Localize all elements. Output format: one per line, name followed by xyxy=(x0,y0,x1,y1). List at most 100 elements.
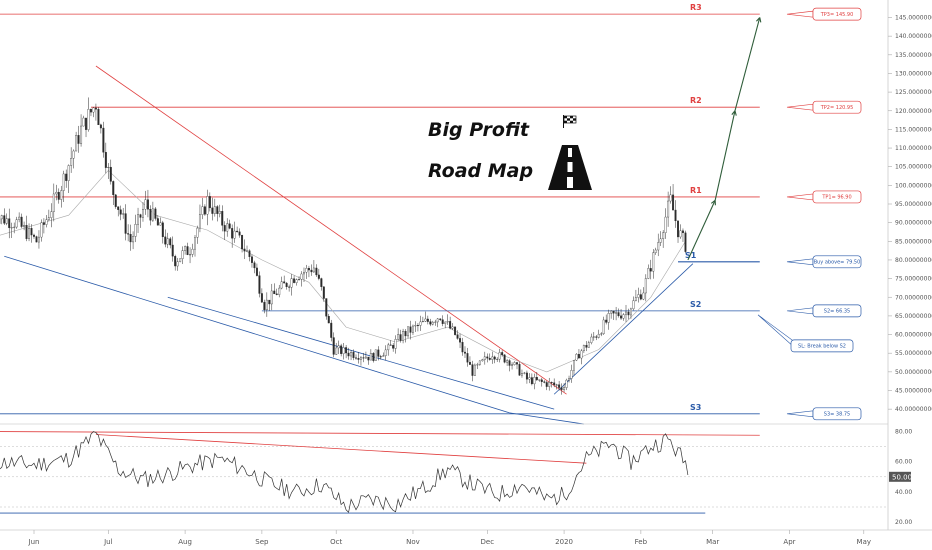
candle-up xyxy=(407,326,410,337)
callout-box-r1 xyxy=(812,190,862,204)
candle-down xyxy=(104,152,107,168)
support-resistance-levels[interactable]: R3 R2 R1 S1 S2 S3 xyxy=(0,3,760,415)
rsi-resistance-trendline xyxy=(95,434,587,464)
candle-down xyxy=(352,352,355,358)
candle-up xyxy=(511,364,514,366)
candle-down xyxy=(236,230,239,233)
candle-down xyxy=(288,286,291,288)
candle-up xyxy=(369,353,372,361)
candle-up xyxy=(573,360,575,371)
candle-down xyxy=(503,354,506,363)
price-pane[interactable]: R3 R2 R1 S1 S2 S3 TP3= 145.90 TP2= 120.95 TP1= … xyxy=(0,3,862,425)
candle-down xyxy=(35,236,38,243)
rsi-current-badge xyxy=(889,471,911,482)
time-axis[interactable]: Jun Jul Aug Sep Oct Nov Dec 2020 Feb Mar Apr May xyxy=(28,530,872,546)
candle-up xyxy=(412,325,414,333)
candle-down xyxy=(94,107,97,110)
time-tick-label: Jul xyxy=(103,538,113,546)
candle-down xyxy=(65,173,68,181)
price-tick-label: 140.00000000 xyxy=(895,33,932,40)
candle-up xyxy=(436,318,439,323)
candle-down xyxy=(595,336,598,338)
candle-up xyxy=(67,165,70,181)
price-tick-label: 145.00000000 xyxy=(895,15,932,22)
candle-up xyxy=(568,378,571,381)
candle-up xyxy=(506,360,509,363)
candle-down xyxy=(553,382,556,386)
candle-up xyxy=(382,355,385,357)
candle-down xyxy=(620,315,623,319)
candle-down xyxy=(20,216,23,227)
candle-down xyxy=(577,353,580,359)
candle-down xyxy=(109,166,112,182)
candle-down xyxy=(466,353,469,363)
candle-down xyxy=(347,352,350,357)
projection-segment xyxy=(714,110,736,201)
candle-up xyxy=(387,344,390,351)
candle-down xyxy=(516,362,518,365)
candle-up xyxy=(166,238,169,245)
candle-down xyxy=(174,256,177,267)
candle-up xyxy=(632,300,635,310)
rsi-pane[interactable] xyxy=(0,431,888,514)
price-tick-label: 75.00000000 xyxy=(895,276,932,283)
price-tick-label: 95.00000000 xyxy=(895,201,932,208)
candle-up xyxy=(278,287,281,295)
candle-down xyxy=(89,109,92,113)
candle-down xyxy=(146,199,149,210)
candle-down xyxy=(493,356,496,360)
candle-up xyxy=(421,321,424,323)
candle-down xyxy=(684,232,687,252)
rsi-axis[interactable]: 80.00 60.00 50.00 40.00 20.00 xyxy=(889,429,912,527)
candle-up xyxy=(359,357,362,360)
candle-down xyxy=(322,286,325,299)
trendlines[interactable] xyxy=(4,65,694,425)
candle-up xyxy=(233,230,236,239)
candle-down xyxy=(530,377,533,385)
headline-line-1: Big Profit xyxy=(428,119,530,141)
candle-up xyxy=(523,372,526,374)
candle-down xyxy=(129,234,132,243)
candle-up xyxy=(265,299,268,311)
candle-up xyxy=(444,321,447,324)
candle-down xyxy=(25,225,28,239)
price-tick-label: 85.00000000 xyxy=(895,238,932,245)
candle-down xyxy=(459,338,462,343)
candle-up xyxy=(303,272,305,275)
candle-up xyxy=(87,109,90,130)
candle-up xyxy=(295,279,298,283)
candle-down xyxy=(429,321,432,325)
candle-down xyxy=(627,311,630,316)
callout-box-s1 xyxy=(812,255,862,269)
candle-down xyxy=(307,268,310,271)
candle-up xyxy=(47,217,50,220)
candle-up xyxy=(206,196,209,215)
candle-up xyxy=(394,339,397,349)
level-label-s3: S3 xyxy=(690,403,701,412)
candle-up xyxy=(312,267,315,273)
candle-up xyxy=(587,342,590,348)
candle-up xyxy=(13,226,16,228)
candle-up xyxy=(629,308,632,316)
candle-down xyxy=(99,124,102,129)
candle-up xyxy=(191,248,194,255)
candle-down xyxy=(221,211,224,226)
candle-up xyxy=(476,364,479,366)
projection-arrowhead xyxy=(756,17,762,23)
candle-up xyxy=(397,334,400,340)
projection-segment xyxy=(687,200,716,261)
price-axis[interactable]: 145.00000000 140.00000000 135.00000000 130.… xyxy=(888,15,932,414)
candle-down xyxy=(171,244,174,257)
time-tick-label: Oct xyxy=(330,538,342,546)
candle-up xyxy=(142,209,144,218)
candle-up xyxy=(196,227,199,238)
time-tick-label: Mar xyxy=(706,538,719,546)
candle-up xyxy=(270,290,273,305)
level-label-r1: R1 xyxy=(690,186,702,195)
candle-down xyxy=(156,218,159,226)
candle-down xyxy=(208,196,211,209)
candle-up xyxy=(669,194,672,202)
candle-down xyxy=(293,278,296,283)
